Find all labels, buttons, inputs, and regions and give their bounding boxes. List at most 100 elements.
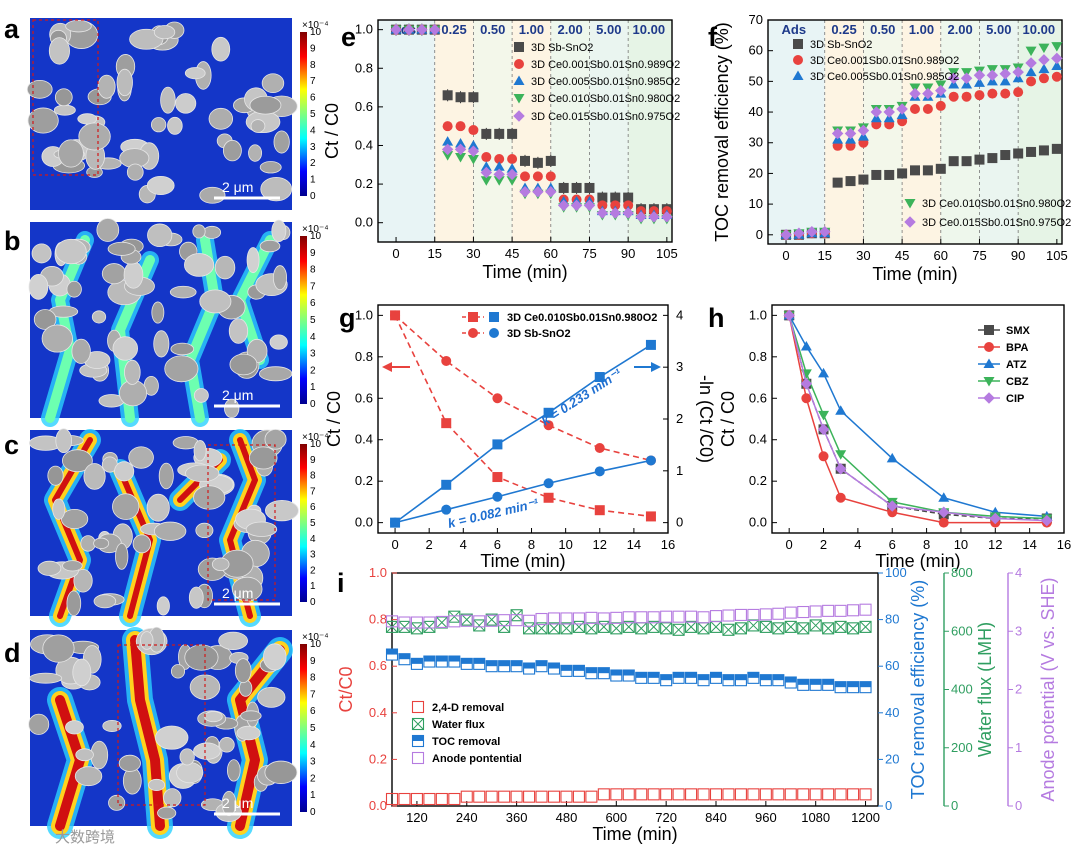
x-axis-label: Time (min): [482, 262, 567, 282]
legend-marker: [983, 377, 995, 387]
grain: [124, 359, 141, 385]
grain: [66, 280, 82, 298]
grain: [150, 117, 167, 133]
grain: [77, 113, 98, 125]
data-point: [817, 423, 830, 436]
data-point-fill: [498, 660, 510, 667]
data-point: [822, 622, 835, 635]
data-point: [1051, 71, 1062, 82]
grain: [170, 342, 195, 356]
data-point: [1051, 52, 1063, 65]
data-point: [494, 128, 505, 139]
data-point: [793, 227, 805, 240]
data-point: [857, 124, 870, 137]
data-point: [572, 620, 585, 633]
grain: [27, 107, 59, 134]
data-point: [572, 612, 585, 625]
stage-band: [940, 20, 980, 244]
grain: [107, 241, 136, 256]
colorbar-tick-label: 5: [310, 109, 316, 120]
colorbar-tick-label: 0: [310, 191, 316, 202]
data-point: [844, 127, 857, 140]
legend-marker: [489, 312, 499, 322]
colorbar-tick-label: 4: [310, 740, 316, 751]
y-tick-label: 40: [885, 705, 899, 720]
data-point: [498, 620, 511, 633]
grain: [263, 643, 287, 671]
data-point: [506, 176, 518, 186]
x-tick-label: 960: [755, 810, 777, 825]
flow-channel-core: [130, 635, 165, 831]
y-tick-label: 50: [749, 73, 763, 88]
grain: [151, 301, 165, 324]
x-tick-label: 1200: [851, 810, 880, 825]
grain: [128, 446, 154, 469]
y-tick-label: 0.0: [369, 798, 387, 813]
legend-label: CBZ: [1006, 376, 1029, 388]
data-point: [647, 611, 660, 624]
grain: [236, 725, 261, 741]
y-tick-label: 0: [1015, 798, 1022, 813]
x-axis-label: Time (min): [872, 264, 957, 284]
legend-label: 3D Ce0.001Sb0.01Sn0.989O2: [810, 55, 959, 67]
legend-marker: [489, 328, 499, 338]
data-point-cross: [560, 622, 573, 635]
grain: [269, 334, 288, 350]
y-tick-label: 0.8: [355, 349, 373, 364]
grain: [65, 19, 92, 33]
data-point: [987, 88, 998, 99]
data-point: [780, 229, 792, 241]
grain: [123, 261, 144, 289]
stage-band: [768, 20, 825, 244]
colorbar-tick-label: 5: [310, 518, 316, 529]
data-point: [480, 166, 493, 179]
data-point-cross: [498, 621, 511, 633]
data-point: [1013, 87, 1024, 98]
legend-marker: [984, 325, 994, 335]
data-point: [460, 790, 473, 803]
colorbar-tick-label: 10: [310, 27, 322, 38]
y-axis-label-right: -ln (Ct /C0): [696, 375, 716, 463]
data-point: [922, 87, 934, 100]
colorbar-tick-label: 0: [310, 597, 316, 608]
x-tick-label: 1080: [801, 810, 830, 825]
data-point: [547, 790, 561, 803]
data-point: [847, 604, 860, 617]
data-point: [961, 91, 972, 102]
data-point: [481, 128, 492, 139]
data-point: [961, 156, 972, 167]
x-tick-label: 12: [988, 537, 1002, 552]
data-point: [519, 186, 531, 198]
stage-label: Ads: [782, 22, 807, 37]
colorbar-tick-label: 8: [310, 471, 316, 482]
data-point: [859, 620, 872, 633]
data-point: [523, 614, 536, 627]
data-point: [818, 451, 829, 462]
stage-label: 5.00: [596, 22, 621, 37]
data-point: [545, 186, 557, 198]
data-point: [645, 511, 656, 522]
data-point: [507, 128, 518, 139]
data-point: [480, 176, 492, 186]
grain: [115, 543, 129, 570]
data-point: [494, 153, 505, 164]
data-point: [473, 615, 486, 628]
data-point: [1025, 57, 1037, 69]
data-point-fill: [386, 649, 398, 655]
y-tick-label: 3: [676, 359, 683, 374]
grain: [271, 219, 287, 243]
grain: [28, 713, 50, 735]
data-point: [672, 610, 685, 623]
data-point: [797, 605, 810, 619]
stage-label: 0.25: [831, 22, 856, 37]
data-point: [423, 792, 436, 806]
data-point: [532, 186, 544, 198]
y-tick-label: 2: [1015, 682, 1022, 697]
colorbar-tick-label: 5: [310, 723, 316, 734]
grain: [264, 760, 298, 784]
grain: [240, 710, 262, 722]
grain: [101, 263, 127, 285]
x-tick-label: 4: [460, 537, 467, 552]
data-point-cross: [423, 621, 436, 633]
data-point: [390, 23, 402, 36]
